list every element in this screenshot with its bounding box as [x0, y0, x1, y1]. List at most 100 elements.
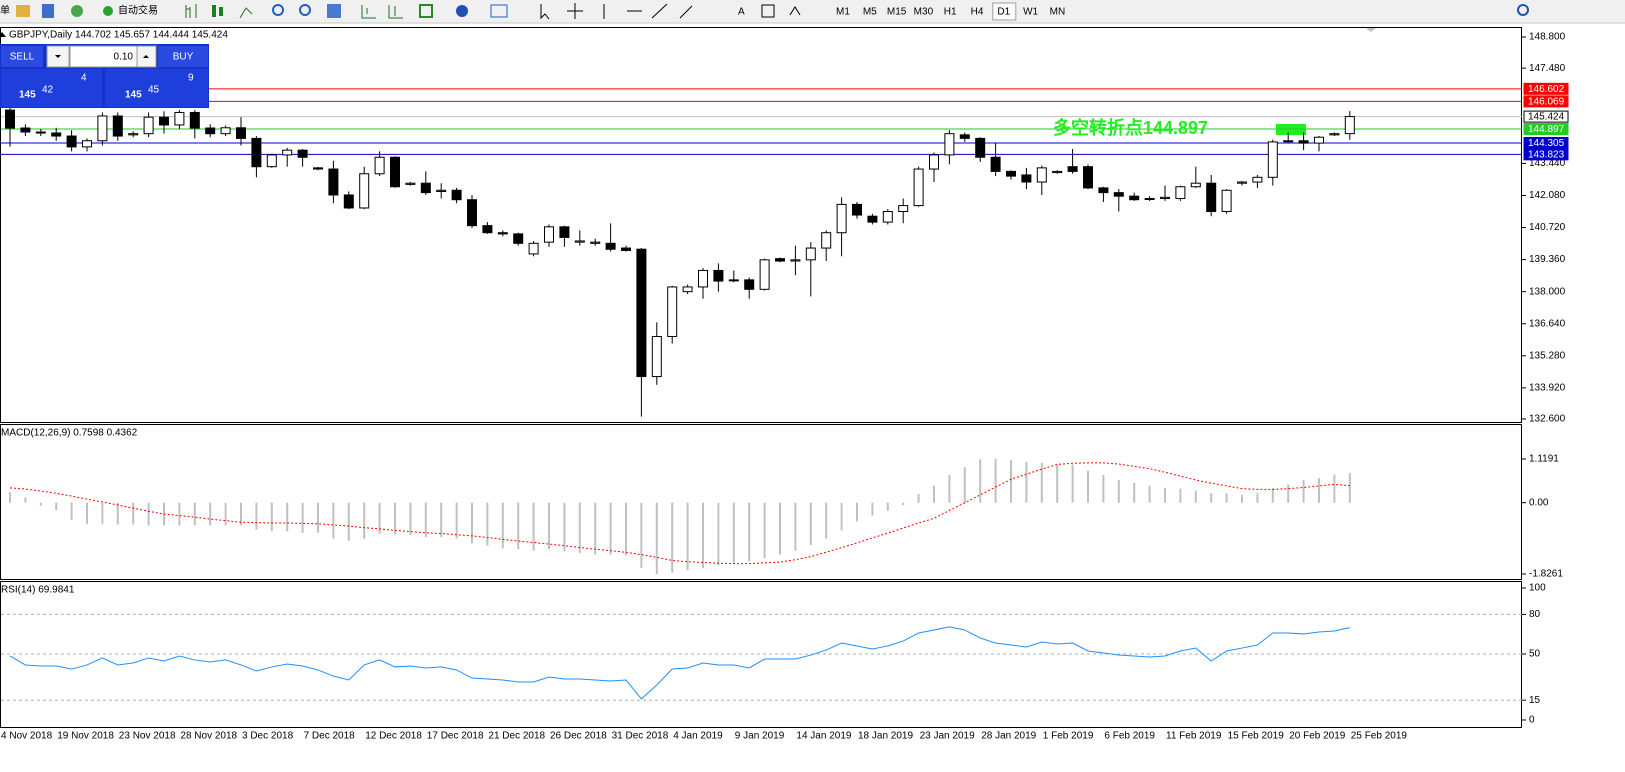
- level-label-bg: [1523, 148, 1569, 161]
- candle-body: [1206, 182, 1217, 212]
- candle-body: [143, 116, 154, 135]
- candle-body: [898, 205, 909, 212]
- candle-body: [251, 137, 262, 168]
- candle-body: [1267, 141, 1278, 178]
- sell-label[interactable]: SELL: [10, 52, 35, 63]
- y-tick-label: 135.280: [1529, 350, 1566, 361]
- candle-body: [189, 111, 200, 129]
- x-tick-label: 1 Feb 2019: [1043, 731, 1094, 742]
- icon: [16, 5, 30, 17]
- candle-body: [82, 140, 92, 148]
- icon: [71, 5, 83, 17]
- candle-body: [682, 286, 693, 293]
- candle-body: [544, 226, 554, 243]
- candle-body: [436, 189, 447, 192]
- icon: [299, 4, 311, 16]
- x-tick-label: 28 Nov 2018: [180, 731, 237, 742]
- candle-body: [1344, 116, 1355, 135]
- ask-main: 45: [148, 85, 160, 96]
- rsi-line: [9, 626, 1350, 700]
- candle-body: [66, 135, 77, 148]
- candle-body: [174, 111, 185, 126]
- x-tick-label: 11 Feb 2019: [1166, 731, 1222, 742]
- timeframe[interactable]: M1: [836, 7, 850, 18]
- candle-body: [1006, 170, 1016, 177]
- trade-panel: SELL 0.10 BUY 145 42 4 145 45 9: [0, 44, 209, 108]
- price-pane: [0, 27, 1522, 423]
- x-tick-label: 19 Nov 2018: [57, 731, 114, 742]
- timeframe[interactable]: H1: [944, 7, 957, 18]
- bid-sup: 4: [81, 73, 87, 84]
- macd-title: MACD(12,26,9) 0.7598 0.4362: [1, 428, 138, 439]
- icon: [361, 5, 376, 19]
- auto-trade[interactable]: 自动交易: [118, 4, 158, 17]
- x-tick-label: 28 Jan 2019: [981, 731, 1036, 742]
- y-tick-label: 138.000: [1529, 286, 1566, 297]
- candle-body: [559, 226, 570, 238]
- x-tick-label: 17 Dec 2018: [427, 731, 484, 742]
- candle-body: [698, 269, 708, 288]
- timeframe[interactable]: MN: [1050, 7, 1066, 18]
- y-tick-label: 133.920: [1529, 383, 1566, 394]
- chart-title: GBPJPY,Daily 144.702 145.657 144.444 145…: [9, 30, 228, 41]
- timeframe[interactable]: W1: [1023, 7, 1038, 18]
- shift-marker: [1366, 28, 1376, 32]
- candle-body: [574, 240, 585, 243]
- icon: [388, 5, 403, 19]
- candle-body: [728, 279, 739, 282]
- x-tick-label: 26 Dec 2018: [550, 731, 607, 742]
- sell-button[interactable]: [1, 46, 43, 67]
- candle-body: [590, 241, 601, 244]
- candle-body: [513, 233, 524, 244]
- x-tick-label: 7 Dec 2018: [304, 731, 356, 742]
- candle-body: [621, 247, 631, 251]
- timeframe[interactable]: M30: [914, 7, 934, 18]
- candle-body: [1190, 182, 1201, 188]
- toolbar: [0, 0, 1625, 23]
- icon: [219, 7, 223, 16]
- timeframe[interactable]: H4: [971, 7, 984, 18]
- timeframe[interactable]: M15: [887, 7, 907, 18]
- candle-body: [497, 232, 508, 235]
- bid-box[interactable]: [1, 69, 102, 107]
- icon: [272, 4, 284, 16]
- level-label: 145.424: [1528, 112, 1565, 123]
- icon: [185, 4, 197, 18]
- level-label-bg: [1523, 95, 1569, 108]
- x-tick-label: 18 Jan 2019: [858, 731, 913, 742]
- plot: 148.800 147.480 143.440 142.080 140.720 139.3…: [1, 32, 1569, 742]
- candle-body: [205, 127, 216, 135]
- icon: [603, 3, 693, 19]
- candle-body: [651, 335, 662, 378]
- x-tick-label: 4 Nov 2018: [1, 731, 53, 742]
- x-tick-label: 14 Jan 2019: [796, 731, 851, 742]
- menu-char[interactable]: 单: [0, 5, 10, 17]
- ask-box[interactable]: [105, 69, 208, 107]
- y-tick-label: 148.800: [1529, 32, 1566, 43]
- candle-body: [821, 232, 832, 249]
- candle-body: [1314, 136, 1324, 144]
- timeframe[interactable]: M5: [863, 7, 877, 18]
- candle-body: [20, 127, 31, 133]
- candle-body: [929, 154, 939, 170]
- x-tick-label: 23 Jan 2019: [920, 731, 975, 742]
- x-tick-label: 12 Dec 2018: [365, 731, 422, 742]
- buy-button[interactable]: [158, 46, 208, 67]
- timeframe[interactable]: D1: [997, 7, 1010, 18]
- candle-body: [1329, 133, 1340, 136]
- y-tick-label: 143.440: [1529, 158, 1566, 169]
- candle-body: [343, 194, 354, 209]
- candle-body: [959, 134, 970, 139]
- lot-value[interactable]: 0.10: [114, 52, 134, 63]
- icon: [789, 6, 801, 16]
- active-timeframe: [992, 2, 1017, 21]
- y-tick-label: 80: [1529, 609, 1541, 620]
- candle-body: [328, 168, 339, 196]
- candle-body: [1175, 186, 1186, 200]
- icon: [103, 6, 113, 16]
- buy-label[interactable]: BUY: [173, 52, 194, 63]
- candle-body: [1237, 181, 1247, 184]
- annotation: 多空转折点144.897: [1053, 117, 1208, 138]
- y-tick-label: 139.360: [1529, 254, 1566, 265]
